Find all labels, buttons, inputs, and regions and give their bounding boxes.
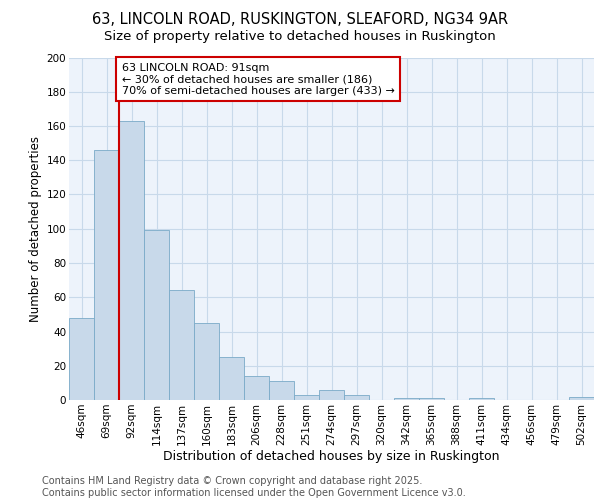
Bar xyxy=(569,396,594,400)
Text: Size of property relative to detached houses in Ruskington: Size of property relative to detached ho… xyxy=(104,30,496,43)
Text: 63, LINCOLN ROAD, RUSKINGTON, SLEAFORD, NG34 9AR: 63, LINCOLN ROAD, RUSKINGTON, SLEAFORD, … xyxy=(92,12,508,28)
Bar xyxy=(244,376,269,400)
Bar xyxy=(319,390,344,400)
Y-axis label: Number of detached properties: Number of detached properties xyxy=(29,136,43,322)
X-axis label: Distribution of detached houses by size in Ruskington: Distribution of detached houses by size … xyxy=(163,450,500,464)
Bar xyxy=(419,398,444,400)
Bar xyxy=(169,290,194,400)
Text: 63 LINCOLN ROAD: 91sqm
← 30% of detached houses are smaller (186)
70% of semi-de: 63 LINCOLN ROAD: 91sqm ← 30% of detached… xyxy=(121,62,394,96)
Bar xyxy=(144,230,169,400)
Bar xyxy=(294,395,319,400)
Bar xyxy=(394,398,419,400)
Bar xyxy=(119,121,144,400)
Text: Contains HM Land Registry data © Crown copyright and database right 2025.
Contai: Contains HM Land Registry data © Crown c… xyxy=(42,476,466,498)
Bar xyxy=(469,398,494,400)
Bar xyxy=(269,381,294,400)
Bar xyxy=(344,395,369,400)
Bar xyxy=(69,318,94,400)
Bar xyxy=(94,150,119,400)
Bar xyxy=(219,357,244,400)
Bar xyxy=(194,323,219,400)
